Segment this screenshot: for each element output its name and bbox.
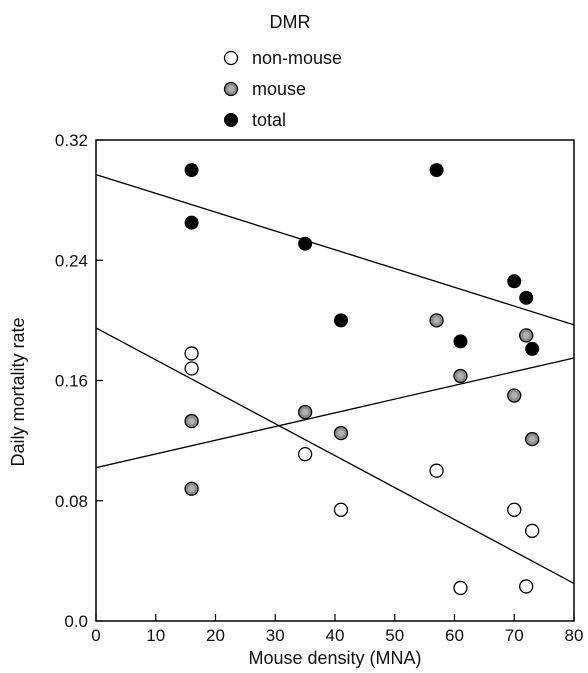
point-total <box>333 313 348 328</box>
legend-label-non-mouse: non-mouse <box>252 48 342 68</box>
y-tick-label: 0.08 <box>55 492 88 511</box>
legend-label-total: total <box>252 110 286 130</box>
trendline-total <box>95 173 575 326</box>
legend-label-mouse: mouse <box>252 79 306 99</box>
point-mouse <box>297 404 313 420</box>
point-mouse <box>519 328 534 343</box>
legend: DMR non-mouse mouse total <box>223 12 342 130</box>
point-total <box>453 334 468 349</box>
x-tick-label: 0 <box>91 626 100 645</box>
trendlines <box>95 173 575 584</box>
point-total <box>519 290 534 305</box>
x-tick-label: 40 <box>326 626 345 645</box>
legend-marker-total <box>224 113 238 127</box>
data-points <box>184 163 540 596</box>
point-non-mouse <box>333 502 349 517</box>
point-non-mouse <box>453 580 468 596</box>
point-mouse <box>453 368 468 384</box>
point-non-mouse <box>184 346 199 361</box>
trendline-non-mouse <box>95 327 575 584</box>
plot-frame <box>95 139 575 622</box>
legend-marker-non-mouse <box>223 50 239 66</box>
y-axis-title: Daily mortality rate <box>8 317 28 466</box>
point-non-mouse <box>525 523 540 538</box>
point-total <box>429 163 444 178</box>
x-tick-label: 20 <box>206 626 225 645</box>
point-total <box>525 341 540 356</box>
point-mouse <box>333 425 349 441</box>
y-tick-label: 0.24 <box>55 251 88 270</box>
legend-title: DMR <box>270 12 311 32</box>
point-mouse <box>429 313 444 328</box>
y-axis: 0.0 0.08 0.16 0.24 0.32 <box>55 131 103 631</box>
x-tick-label: 80 <box>565 626 584 645</box>
point-total <box>507 274 522 289</box>
trendline-mouse <box>95 357 575 469</box>
legend-marker-mouse <box>223 81 239 97</box>
point-non-mouse <box>519 579 534 594</box>
x-tick-label: 60 <box>445 626 464 645</box>
point-non-mouse <box>184 361 199 376</box>
point-non-mouse <box>429 463 444 478</box>
y-tick-label: 0.0 <box>64 612 88 631</box>
plot-area: 0 10 20 30 40 50 60 70 80 0.0 0.08 0.16 0.24 0.32 <box>55 131 584 645</box>
point-non-mouse <box>507 502 522 517</box>
point-total <box>298 236 313 251</box>
y-tick-label: 0.32 <box>55 131 88 150</box>
x-tick-label: 70 <box>505 626 524 645</box>
x-tick-label: 50 <box>385 626 404 645</box>
point-mouse <box>184 413 199 429</box>
point-total <box>184 163 199 178</box>
point-total <box>184 215 199 230</box>
x-axis-title: Mouse density (MNA) <box>248 648 421 668</box>
x-tick-label: 30 <box>266 626 285 645</box>
point-mouse <box>184 481 199 496</box>
point-non-mouse <box>297 447 313 462</box>
y-tick-label: 0.16 <box>55 372 88 391</box>
point-mouse <box>507 388 522 403</box>
x-axis: 0 10 20 30 40 50 60 70 80 <box>91 614 583 645</box>
point-mouse <box>525 431 540 447</box>
x-tick-label: 10 <box>146 626 165 645</box>
